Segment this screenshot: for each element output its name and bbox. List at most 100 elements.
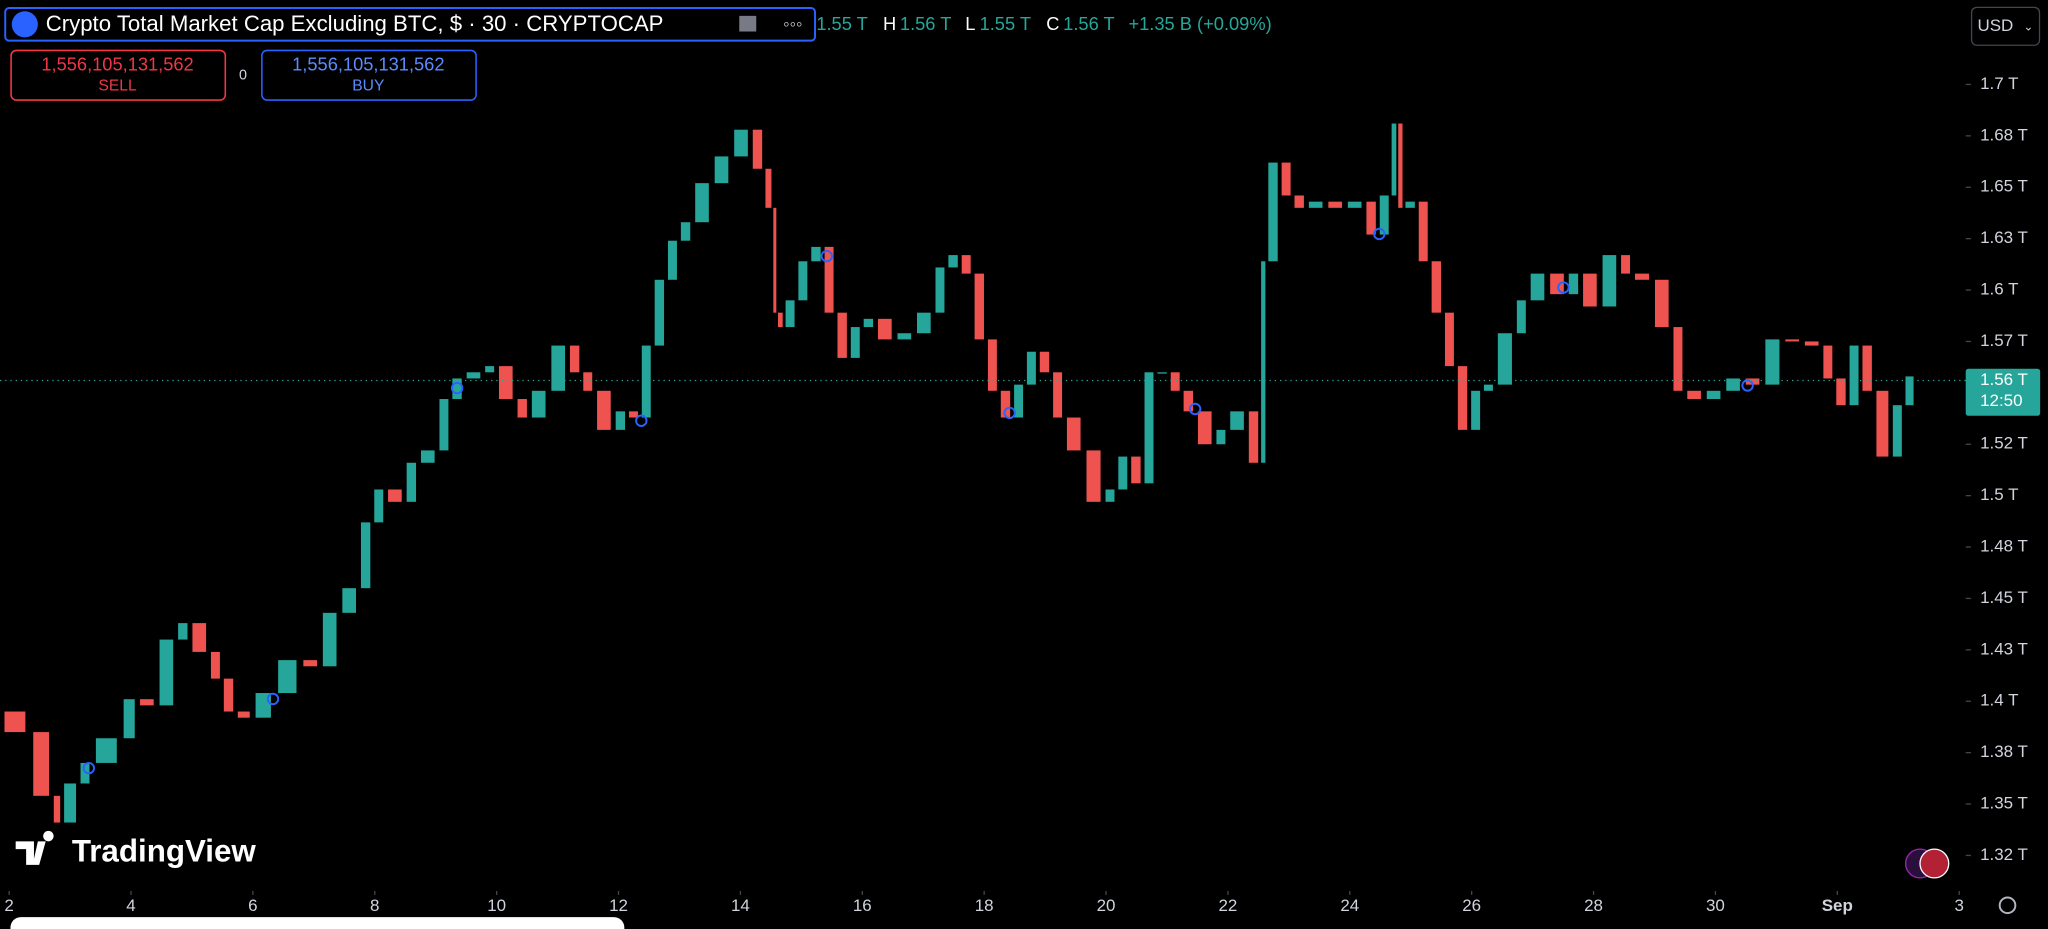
y-tick-label: 1.57 T [1980, 331, 2028, 350]
candle [583, 372, 593, 391]
currency-caret: ⌄ [2023, 21, 2033, 34]
x-tick-label: 24 [1340, 896, 1359, 915]
candle [1862, 345, 1872, 391]
candle [551, 345, 566, 391]
candle [777, 312, 783, 328]
candle [1471, 390, 1481, 430]
candle [53, 795, 61, 823]
currency-label[interactable]: USD [1977, 16, 2013, 35]
x-tick-label: 10 [487, 896, 506, 915]
candle [1804, 341, 1819, 346]
event-marker[interactable] [820, 249, 833, 263]
event-marker[interactable] [1557, 281, 1570, 294]
event-marker[interactable] [82, 761, 96, 775]
y-tick-label: 1.38 T [1980, 742, 2028, 761]
candle [667, 240, 677, 280]
candle [1905, 376, 1914, 406]
x-tick-label: 20 [1097, 896, 1116, 915]
candle [1876, 390, 1889, 457]
symbol-title[interactable]: Crypto Total Market Cap Excluding BTC, $… [46, 11, 664, 36]
candle [237, 711, 250, 718]
candle [1765, 339, 1780, 385]
event-marker[interactable] [1188, 402, 1202, 416]
x-tick-label: 14 [731, 896, 750, 915]
y-tick-label: 1.32 T [1980, 845, 2028, 864]
candle [439, 399, 449, 451]
candle [773, 207, 777, 313]
candle [485, 366, 495, 373]
event-marker[interactable] [450, 381, 464, 395]
candle [140, 699, 154, 706]
candle [569, 345, 580, 373]
candle [641, 345, 651, 418]
candle [824, 246, 834, 313]
y-tick-label: 1.43 T [1980, 639, 2028, 658]
x-tick-label: 30 [1706, 896, 1725, 915]
ohlc-low: 1.55 T [980, 13, 1031, 34]
candle [1892, 405, 1902, 457]
candle [1230, 411, 1244, 430]
y-tick-label: 1.48 T [1980, 537, 2028, 556]
currency-button[interactable] [1970, 6, 2041, 46]
y-tick-label: 1.4 T [1980, 691, 2018, 710]
candle [342, 588, 357, 613]
candle [1785, 339, 1800, 342]
more-icon[interactable]: ◦◦◦ [783, 13, 802, 34]
candle [1039, 351, 1050, 373]
sell-button[interactable] [10, 49, 227, 101]
candle [695, 183, 709, 223]
settings-icon[interactable] [1998, 896, 2017, 915]
candle [466, 372, 481, 379]
y-tick-label: 1.68 T [1980, 125, 2028, 144]
candle [223, 678, 234, 712]
candle [615, 411, 626, 430]
candle [1197, 411, 1212, 445]
event-marker[interactable] [1741, 379, 1754, 392]
candle [388, 489, 402, 502]
y-tick-label: 1.35 T [1980, 794, 2028, 813]
candle [1053, 372, 1063, 418]
event-marker[interactable] [266, 692, 280, 706]
candle [798, 261, 808, 301]
title-box[interactable] [4, 7, 816, 42]
candle [897, 333, 912, 340]
candle [680, 222, 691, 241]
candle [1418, 201, 1428, 262]
candle [1550, 273, 1564, 295]
buy-button[interactable] [261, 49, 477, 101]
candle [811, 246, 821, 262]
event-marker[interactable] [1003, 406, 1016, 420]
candle [1347, 201, 1362, 208]
region-flag[interactable] [1919, 848, 1950, 879]
candle [1398, 123, 1403, 208]
candle [374, 489, 384, 523]
ohlc-change: +1.35 B (+0.09%) [1128, 13, 1271, 34]
flag-icon[interactable] [739, 15, 757, 32]
candle [752, 129, 763, 169]
ohlc-close: 1.56 T [1063, 13, 1114, 34]
candle [1673, 327, 1683, 391]
candle [322, 612, 337, 667]
candle [1391, 123, 1397, 196]
candle [1268, 162, 1278, 262]
candle [178, 623, 188, 640]
candle [1726, 378, 1740, 391]
candle [714, 156, 729, 184]
watermark: TradingView [72, 833, 257, 868]
candle [1530, 273, 1545, 301]
candle [360, 522, 371, 589]
countdown: 12:50 [1980, 391, 2022, 410]
event-marker[interactable] [635, 414, 648, 427]
candle [1706, 390, 1721, 400]
candle [1431, 261, 1442, 313]
candle [406, 462, 417, 502]
ohlc-high: 1.56 T [900, 13, 951, 34]
event-marker[interactable] [1373, 227, 1386, 241]
x-tick-label: 16 [853, 896, 872, 915]
spread: 0 [239, 68, 247, 84]
candle [278, 660, 297, 694]
candle [1602, 255, 1617, 307]
candle [531, 390, 546, 418]
